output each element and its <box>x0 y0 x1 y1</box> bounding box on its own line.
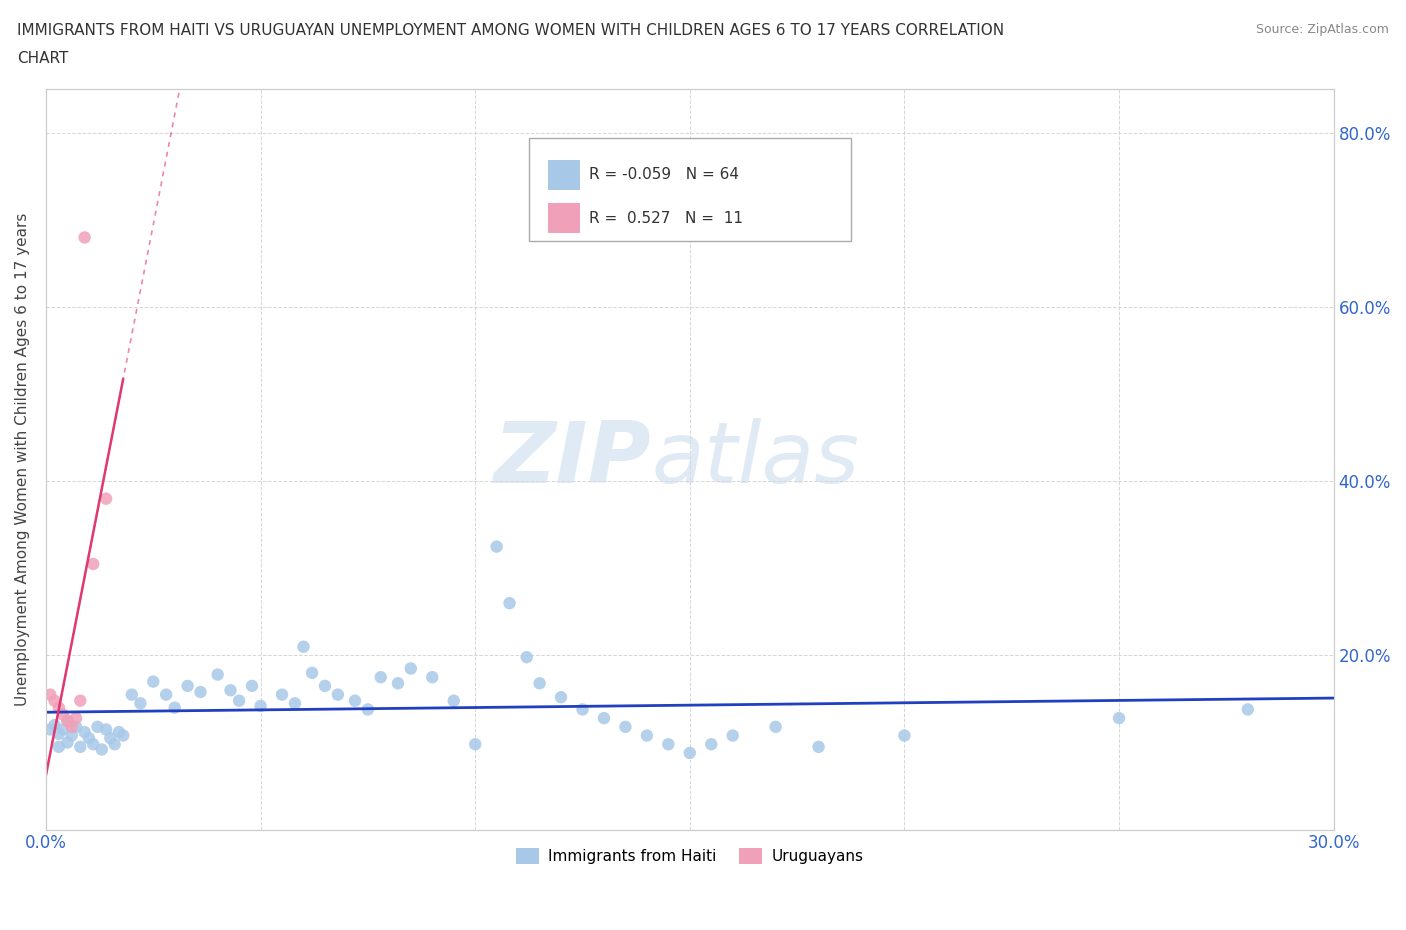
Text: R = -0.059   N = 64: R = -0.059 N = 64 <box>589 167 740 182</box>
Point <box>142 674 165 689</box>
Point <box>108 724 131 739</box>
Point <box>39 687 62 702</box>
Point <box>357 702 380 717</box>
Point <box>129 696 152 711</box>
FancyBboxPatch shape <box>548 160 581 190</box>
Text: IMMIGRANTS FROM HAITI VS URUGUAYAN UNEMPLOYMENT AMONG WOMEN WITH CHILDREN AGES 6: IMMIGRANTS FROM HAITI VS URUGUAYAN UNEMP… <box>17 23 1004 38</box>
Point <box>249 698 271 713</box>
Point <box>370 670 392 684</box>
Point <box>190 684 212 699</box>
Point <box>163 700 186 715</box>
Point <box>485 539 508 554</box>
Text: R =  0.527   N =  11: R = 0.527 N = 11 <box>589 211 744 226</box>
Point <box>301 665 323 680</box>
Point <box>94 491 117 506</box>
Text: Source: ZipAtlas.com: Source: ZipAtlas.com <box>1256 23 1389 36</box>
Point <box>636 728 658 743</box>
Point <box>240 679 263 694</box>
Text: atlas: atlas <box>651 418 859 501</box>
Point <box>60 720 83 735</box>
Legend: Immigrants from Haiti, Uruguayans: Immigrants from Haiti, Uruguayans <box>510 842 870 870</box>
Point <box>77 731 100 746</box>
Point <box>314 679 336 694</box>
Point <box>228 693 250 708</box>
Point <box>86 720 108 735</box>
Point <box>104 737 127 751</box>
Point <box>44 718 66 733</box>
Point <box>52 707 75 722</box>
Point <box>112 728 135 743</box>
Point <box>98 731 121 746</box>
Point <box>614 720 637 735</box>
Point <box>571 702 593 717</box>
Point <box>48 700 70 715</box>
Point <box>657 737 679 751</box>
Point <box>721 728 744 743</box>
Point <box>69 693 91 708</box>
Point <box>271 687 294 702</box>
Point <box>679 746 702 761</box>
Point <box>82 737 104 751</box>
Point <box>73 724 96 739</box>
Text: CHART: CHART <box>17 51 69 66</box>
Point <box>593 711 616 725</box>
Point <box>65 711 87 725</box>
Point <box>90 742 112 757</box>
Point <box>700 737 723 751</box>
Point <box>765 720 787 735</box>
Point <box>550 690 572 705</box>
Y-axis label: Unemployment Among Women with Children Ages 6 to 17 years: Unemployment Among Women with Children A… <box>15 213 30 706</box>
Point <box>207 667 229 682</box>
Point <box>326 687 349 702</box>
Point <box>94 722 117 737</box>
Point <box>420 670 443 684</box>
Point <box>56 713 79 728</box>
Point <box>893 728 915 743</box>
Point <box>1108 711 1130 725</box>
Point <box>121 687 143 702</box>
Point <box>48 739 70 754</box>
FancyBboxPatch shape <box>529 138 851 241</box>
Point <box>48 726 70 741</box>
Point <box>52 722 75 737</box>
Point <box>343 693 366 708</box>
Point <box>73 230 96 245</box>
Point <box>284 696 307 711</box>
Point <box>292 639 315 654</box>
Point <box>155 687 177 702</box>
Point <box>807 739 830 754</box>
Point <box>498 596 520 611</box>
Point <box>56 735 79 750</box>
Point <box>529 676 551 691</box>
Point <box>56 713 79 728</box>
Point <box>60 728 83 743</box>
Point <box>464 737 486 751</box>
Point <box>443 693 465 708</box>
Point <box>176 679 198 694</box>
Point <box>82 556 104 571</box>
Point <box>219 683 242 698</box>
Point <box>39 722 62 737</box>
Point <box>516 650 538 665</box>
Point <box>69 739 91 754</box>
Point <box>65 720 87 735</box>
Point <box>387 676 409 691</box>
FancyBboxPatch shape <box>548 204 581 233</box>
Text: ZIP: ZIP <box>494 418 651 501</box>
Point <box>44 693 66 708</box>
Point <box>1236 702 1258 717</box>
Point <box>399 661 422 676</box>
